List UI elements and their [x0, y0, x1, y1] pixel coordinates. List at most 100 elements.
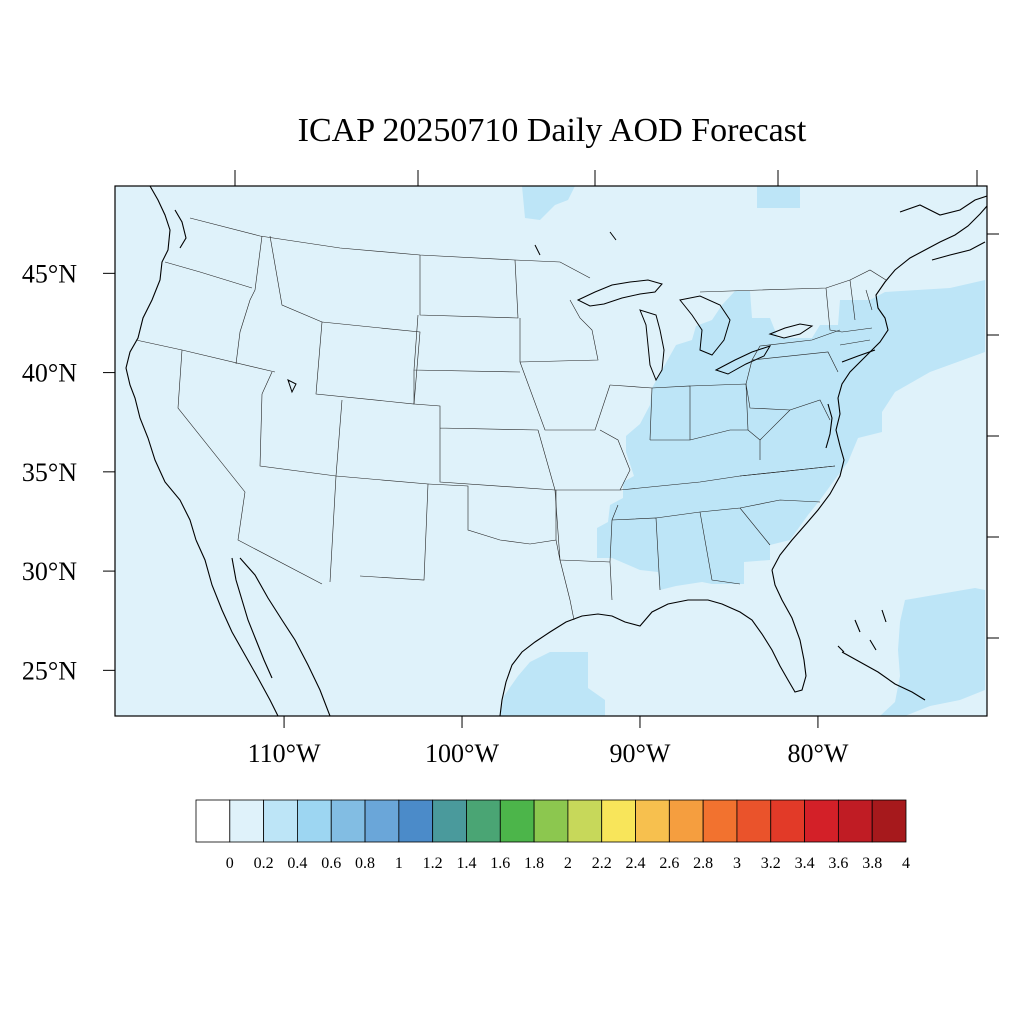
coastline-bahamas: [837, 609, 887, 653]
colorbar-swatch: [466, 799, 501, 843]
coastline-gulf-of-mexico: [499, 569, 807, 716]
coastline-puget: [174, 209, 187, 249]
border-mt-id: [269, 235, 323, 323]
colorbar-label: 3.6: [828, 855, 848, 872]
colorbar-label: 3.8: [862, 855, 882, 872]
coastline-pacific: [125, 186, 197, 541]
colorbar-swatch: [432, 799, 467, 843]
lake-erie: [714, 345, 772, 375]
border-nv-ca: [177, 349, 273, 493]
map-title: ICAP 20250710 Daily AOD Forecast: [297, 112, 807, 149]
aod-plume-quebec-north: [757, 186, 800, 208]
colorbar-label: 2.2: [592, 855, 612, 872]
colorbar-swatch: [263, 799, 298, 843]
colorbar-label: 1.4: [456, 855, 476, 872]
map-frame: [114, 185, 988, 717]
colorbar-swatch: [770, 799, 805, 843]
map-background: [115, 186, 987, 716]
colorbar-label: 3: [733, 855, 741, 872]
colorbar-label: 4: [902, 855, 910, 872]
aod-plume-eastern-us: [597, 280, 985, 590]
colorbar-swatch: [499, 799, 535, 843]
colorbar-label: 1.6: [490, 855, 510, 872]
border-mn-wi-ia: [519, 299, 611, 431]
colorbar-swatch: [837, 799, 873, 843]
colorbar-swatch: [297, 799, 332, 843]
border-id-west: [235, 235, 263, 365]
lat-label: 45°N: [22, 259, 77, 288]
lat-label: 25°N: [22, 656, 77, 685]
colorbar-swatch: [195, 799, 231, 843]
colorbar-label: 1.8: [524, 855, 544, 872]
colorbar-label: 2: [564, 855, 572, 872]
colorbar-swatch: [635, 799, 670, 843]
colorbar-swatch: [871, 799, 907, 843]
coastline-mexico-gulf-of-california: [239, 557, 331, 716]
border-co-ut-az-nm: [259, 393, 429, 583]
border-tx-la: [555, 539, 575, 621]
border-mo-ar: [537, 429, 631, 491]
colorbar-label: 0.4: [287, 855, 307, 872]
lon-label: 80°W: [787, 739, 848, 768]
coastline-atlantic: [771, 205, 987, 571]
map-axes: 45°N 40°N 35°N 30°N 25°N 110°W 100°W 90°W 80°W: [22, 170, 999, 768]
lat-label: 30°N: [22, 557, 77, 586]
lat-label: 35°N: [22, 458, 77, 487]
coastline-long-island: [841, 349, 876, 363]
colorbar-label: 0: [226, 855, 234, 872]
aod-plume-gulf-coast: [500, 652, 605, 716]
border-wa-or: [164, 261, 253, 289]
colorbar-swatch: [804, 799, 839, 843]
colorbar-swatch: [364, 799, 400, 843]
aod-plume-atlantic-southeast: [880, 588, 985, 716]
border-pa-ny: [745, 329, 841, 385]
coastline-cuba: [841, 651, 926, 701]
lake-huron: [679, 295, 731, 356]
colorbar-swatch: [567, 799, 603, 843]
great-salt-lake: [287, 379, 297, 394]
colorbar-label: 2.6: [659, 855, 679, 872]
colorbar-swatch: [668, 799, 704, 843]
aod-plume-canada-north: [522, 186, 575, 220]
aod-colorbar: 0 0.2 0.4 0.6 0.8 1 1.2 1.4 1.6 1.8 2 2.2 2.4 2.6 2.8 3…: [195, 799, 910, 872]
coastline-chesapeake: [825, 403, 833, 449]
lat-label: 40°N: [22, 359, 77, 388]
border-va-nc: [739, 383, 836, 477]
aod-plume-layer: [500, 186, 985, 716]
colorbar-label: 1: [395, 855, 403, 872]
border-ca-az: [237, 491, 323, 585]
colorbar-swatch: [702, 799, 738, 843]
border-new-england: [825, 279, 873, 346]
colorbar-swatch: [533, 799, 569, 843]
lon-label: 90°W: [610, 739, 671, 768]
border-tn-al-ga: [655, 499, 821, 585]
colorbar-swatch: [398, 799, 434, 843]
coastline-baja-east: [231, 557, 273, 679]
lake-superior: [576, 279, 663, 307]
colorbar-label: 0.6: [321, 855, 341, 872]
colorbar-label: 1.2: [423, 855, 443, 872]
colorbar-swatch: [229, 799, 265, 843]
colorbar-swatch: [330, 799, 366, 843]
lake-ontario: [768, 323, 814, 339]
lon-label: 100°W: [425, 739, 499, 768]
border-ne-ks: [413, 370, 556, 491]
coastline-layer: [125, 186, 987, 716]
colorbar-swatch: [736, 799, 772, 843]
colorbar-label: 2.4: [626, 855, 646, 872]
coastline-nova-scotia: [931, 241, 986, 261]
colorbar-label: 0.2: [254, 855, 274, 872]
colorbar-label: 3.2: [761, 855, 781, 872]
great-lakes-layer: [287, 231, 814, 394]
lon-label: 110°W: [248, 739, 321, 768]
colorbar-swatch: [601, 799, 636, 843]
colorbar-label: 0.8: [355, 855, 375, 872]
state-borders-layer: [135, 217, 887, 621]
lake-winnipeg: [534, 231, 617, 256]
coastline-newfoundland-strait: [899, 195, 987, 216]
lake-michigan: [639, 309, 665, 382]
coastline-baja-west: [195, 539, 279, 716]
colorbar-label: 2.8: [693, 855, 713, 872]
colorbar-label: 3.4: [795, 855, 815, 872]
